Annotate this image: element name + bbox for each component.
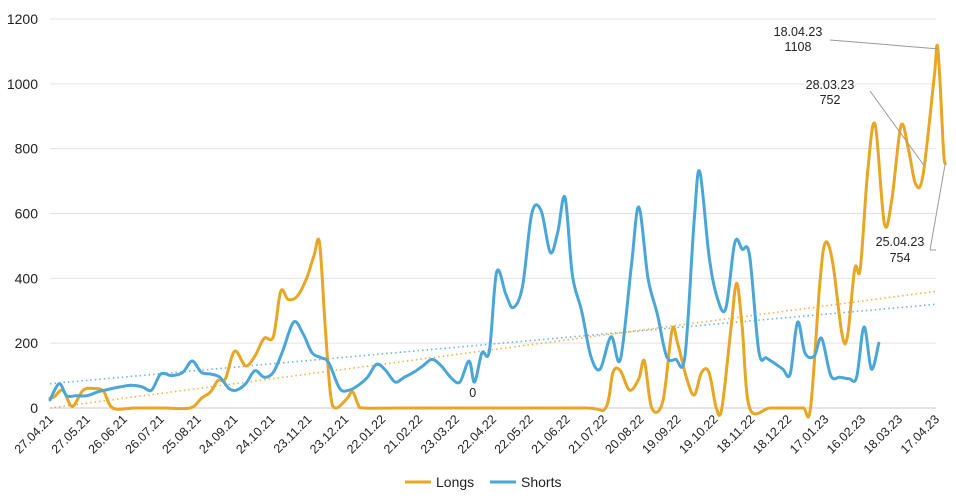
x-tick-label: 20.08.22 bbox=[602, 412, 646, 456]
annotation-value: 752 bbox=[820, 93, 841, 107]
data-label-zero: 0 bbox=[469, 386, 476, 400]
x-tick-label: 19.09.22 bbox=[639, 412, 683, 456]
series-line-shorts bbox=[48, 169, 881, 402]
annotation-date: 28.03.23 bbox=[806, 78, 855, 92]
x-tick-label: 26.07.21 bbox=[123, 412, 167, 456]
annotation-leader bbox=[869, 90, 924, 165]
x-tick-label: 17.01.23 bbox=[787, 412, 831, 456]
annotation-leader bbox=[829, 39, 938, 50]
gridlines bbox=[50, 18, 936, 409]
annotation-value: 1108 bbox=[785, 40, 812, 54]
x-tick-label: 21.02.22 bbox=[381, 412, 425, 456]
y-tick-label: 800 bbox=[15, 141, 39, 157]
legend-label-shorts: Shorts bbox=[521, 474, 561, 490]
x-tick-label: 18.12.22 bbox=[750, 412, 794, 456]
series-line-longs bbox=[48, 43, 947, 419]
annotation-date: 18.04.23 bbox=[774, 25, 823, 39]
x-tick-label: 21.07.22 bbox=[566, 412, 610, 456]
trendline-longs bbox=[49, 290, 937, 409]
annotation-leader bbox=[929, 163, 946, 251]
legend: Longs Shorts bbox=[405, 474, 561, 490]
x-tick-label: 18.11.22 bbox=[714, 412, 758, 456]
x-tick-label: 25.08.21 bbox=[159, 412, 203, 456]
x-tick-label: 19.10.22 bbox=[676, 412, 720, 456]
x-tick-label: 22.04.22 bbox=[455, 412, 499, 456]
trendlines bbox=[49, 290, 937, 409]
y-tick-label: 200 bbox=[15, 335, 39, 351]
x-tick-label: 24.09.21 bbox=[196, 412, 240, 456]
x-tick-label: 24.10.21 bbox=[233, 412, 277, 456]
y-tick-label: 600 bbox=[15, 206, 39, 222]
x-tick-label: 22.01.22 bbox=[344, 412, 388, 456]
x-tick-label: 23.11.21 bbox=[271, 412, 315, 456]
series-lines bbox=[48, 43, 947, 419]
y-tick-label: 1000 bbox=[7, 76, 38, 92]
legend-label-longs: Longs bbox=[436, 474, 474, 490]
x-tick-label: 27.05.21 bbox=[49, 412, 93, 456]
x-tick-label: 18.03.23 bbox=[861, 412, 905, 456]
y-tick-label: 400 bbox=[15, 270, 39, 286]
x-tick-label: 23.03.22 bbox=[418, 412, 462, 456]
x-tick-label: 17.04.23 bbox=[898, 412, 942, 456]
x-tick-label: 22.05.22 bbox=[492, 412, 536, 456]
x-tick-label: 27.04.21 bbox=[12, 412, 56, 456]
x-tick-label: 16.02.23 bbox=[824, 412, 868, 456]
x-axis-ticks: 27.04.2127.05.2126.06.2126.07.2125.08.21… bbox=[12, 412, 942, 456]
annotation-value: 754 bbox=[890, 251, 911, 265]
y-tick-label: 0 bbox=[30, 400, 38, 416]
annotation-date: 25.04.23 bbox=[876, 235, 925, 249]
x-tick-label: 26.06.21 bbox=[86, 412, 130, 456]
y-tick-label: 1200 bbox=[7, 11, 38, 27]
x-tick-label: 21.06.22 bbox=[529, 412, 573, 456]
y-axis-ticks: 0 200 400 600 800 1000 1200 bbox=[7, 11, 38, 416]
x-tick-label: 23.12.21 bbox=[307, 412, 351, 456]
